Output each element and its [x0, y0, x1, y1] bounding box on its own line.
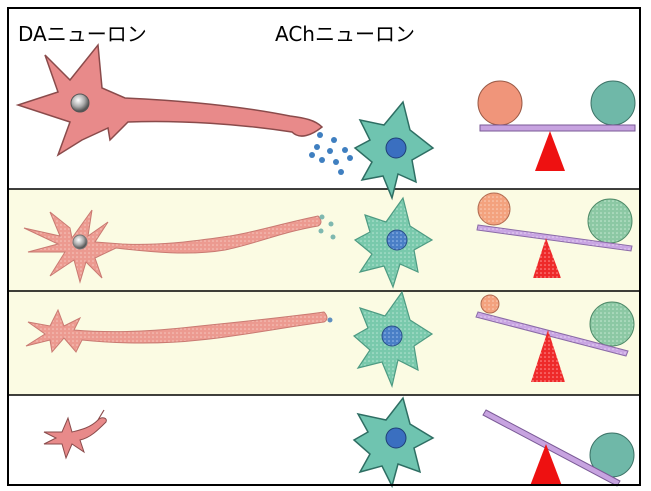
ach-neuron-row-4: [352, 396, 435, 489]
da-neuron-row-3: [25, 308, 328, 354]
ach-neuron-row-1: [353, 100, 435, 201]
seesaw-balance-row-3: [475, 294, 635, 382]
seesaw-balance-row-2: [476, 192, 633, 278]
seesaw-balance-row-1: [477, 80, 636, 171]
dopamine-dots-row-3: [327, 317, 333, 323]
diagram-frame: [7, 7, 641, 486]
ach-neuron-header: AChニューロン: [275, 22, 415, 46]
dopamine-dots-row-1: [309, 132, 353, 175]
ach-neuron-row-2: [353, 196, 434, 289]
da-neuron-row-4: [43, 409, 107, 460]
da-neuron-row-2: [23, 209, 322, 284]
da-neuron-row-1: [15, 43, 324, 157]
dopamine-dots-row-2: [318, 214, 336, 240]
da-neuron-header: DAニューロン: [18, 22, 147, 46]
ach-neuron-row-3: [352, 290, 434, 388]
